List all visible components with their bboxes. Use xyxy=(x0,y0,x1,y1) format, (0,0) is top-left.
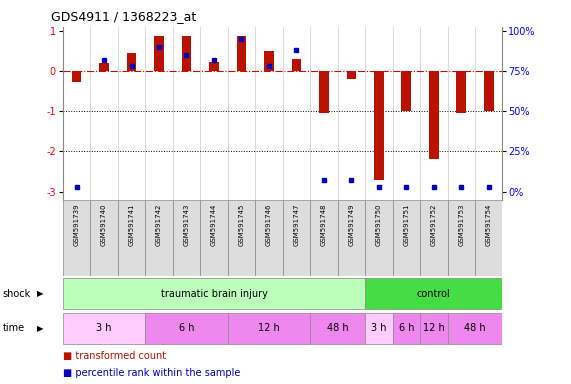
Text: GSM591749: GSM591749 xyxy=(348,204,355,246)
Text: 6 h: 6 h xyxy=(399,323,414,333)
Bar xyxy=(127,53,136,71)
Text: ■ percentile rank within the sample: ■ percentile rank within the sample xyxy=(63,368,240,378)
Bar xyxy=(63,278,365,310)
Text: GSM591746: GSM591746 xyxy=(266,204,272,246)
Bar xyxy=(448,313,502,344)
Text: 3 h: 3 h xyxy=(371,323,387,333)
Bar xyxy=(337,200,365,276)
Text: GSM591740: GSM591740 xyxy=(101,204,107,246)
Bar xyxy=(365,200,393,276)
Bar xyxy=(484,71,493,111)
Bar xyxy=(145,313,228,344)
Bar xyxy=(90,200,118,276)
Text: GSM591754: GSM591754 xyxy=(486,204,492,246)
Text: ▶: ▶ xyxy=(37,324,43,333)
Bar xyxy=(292,59,301,71)
Text: GSM591742: GSM591742 xyxy=(156,204,162,246)
Text: time: time xyxy=(3,323,25,333)
Bar xyxy=(154,36,164,71)
Bar xyxy=(228,313,310,344)
Bar xyxy=(255,200,283,276)
Bar xyxy=(420,313,448,344)
Bar xyxy=(228,200,255,276)
Text: GSM591739: GSM591739 xyxy=(74,204,79,246)
Text: GSM591747: GSM591747 xyxy=(293,204,299,246)
Text: GSM591753: GSM591753 xyxy=(459,204,464,246)
Text: control: control xyxy=(417,289,451,299)
Bar xyxy=(393,200,420,276)
Text: 12 h: 12 h xyxy=(423,323,445,333)
Bar xyxy=(456,71,466,113)
Bar xyxy=(99,63,109,71)
Text: shock: shock xyxy=(3,289,31,299)
Bar xyxy=(319,71,329,113)
Bar xyxy=(393,313,420,344)
Text: GSM591748: GSM591748 xyxy=(321,204,327,246)
Text: ▶: ▶ xyxy=(37,289,43,298)
Bar xyxy=(401,71,411,111)
Bar xyxy=(118,200,145,276)
Text: GSM591744: GSM591744 xyxy=(211,204,217,246)
Bar xyxy=(429,71,439,159)
Bar xyxy=(200,200,228,276)
Text: 12 h: 12 h xyxy=(258,323,280,333)
Text: ■ transformed count: ■ transformed count xyxy=(63,351,166,361)
Text: GSM591745: GSM591745 xyxy=(239,204,244,246)
Text: 48 h: 48 h xyxy=(327,323,348,333)
Bar xyxy=(310,313,365,344)
Text: GSM591752: GSM591752 xyxy=(431,204,437,246)
Text: 3 h: 3 h xyxy=(96,323,112,333)
Text: 48 h: 48 h xyxy=(464,323,486,333)
Bar xyxy=(374,71,384,180)
Bar xyxy=(347,71,356,79)
Bar xyxy=(63,313,145,344)
Bar xyxy=(420,200,448,276)
Bar xyxy=(63,200,90,276)
Text: GDS4911 / 1368223_at: GDS4911 / 1368223_at xyxy=(51,10,196,23)
Bar xyxy=(72,71,81,82)
Bar xyxy=(236,36,246,71)
Bar xyxy=(365,313,393,344)
Text: GSM591750: GSM591750 xyxy=(376,204,382,246)
Bar xyxy=(145,200,173,276)
Text: 6 h: 6 h xyxy=(179,323,194,333)
Bar xyxy=(448,200,475,276)
Text: GSM591743: GSM591743 xyxy=(183,204,190,246)
Bar xyxy=(264,51,274,71)
Bar xyxy=(283,200,310,276)
Bar xyxy=(365,278,502,310)
Text: traumatic brain injury: traumatic brain injury xyxy=(160,289,267,299)
Bar xyxy=(209,62,219,71)
Bar xyxy=(475,200,502,276)
Bar xyxy=(182,36,191,71)
Text: GSM591741: GSM591741 xyxy=(128,204,135,246)
Bar xyxy=(173,200,200,276)
Text: GSM591751: GSM591751 xyxy=(403,204,409,246)
Bar xyxy=(310,200,337,276)
